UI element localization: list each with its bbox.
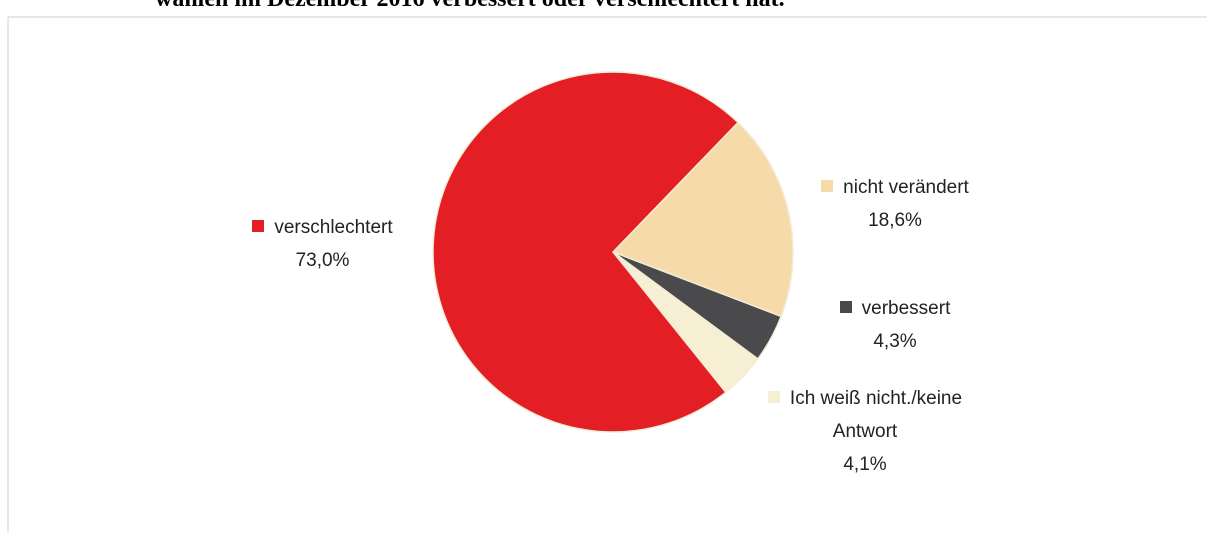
- category-label: verbessert: [861, 298, 951, 319]
- category-label: verschlechtert: [274, 217, 393, 238]
- legend-key: [839, 301, 852, 313]
- value-label: 4,3%: [873, 331, 917, 352]
- pie-slice: [611, 121, 794, 318]
- value-label: 4,1%: [843, 454, 887, 475]
- chart-title: wählen im Dezember 2016 verbessert oder …: [155, 0, 785, 13]
- value-label: 73,0%: [295, 250, 350, 271]
- label-name: verschlechtert: [215, 211, 430, 244]
- value-label: 18,6%: [868, 210, 922, 231]
- data-label: verschlechtert 73,0%: [215, 211, 430, 277]
- pie-slice: [432, 71, 740, 433]
- data-label: nicht verändert 18,6%: [790, 171, 1000, 237]
- data-label: Ich weiß nicht./keine Antwort 4,1%: [755, 382, 975, 481]
- legend-key: [252, 220, 265, 232]
- data-label: verbessert 4,3%: [795, 292, 995, 358]
- category-label: nicht verändert: [843, 177, 969, 198]
- category-label: Ich weiß nicht./keine Antwort: [789, 388, 963, 442]
- label-name: Ich weiß nicht./keine Antwort: [755, 382, 975, 448]
- legend-key: [821, 180, 834, 192]
- legend-key: [767, 391, 780, 403]
- label-name: verbessert: [795, 292, 995, 325]
- label-name: nicht verändert: [790, 171, 1000, 204]
